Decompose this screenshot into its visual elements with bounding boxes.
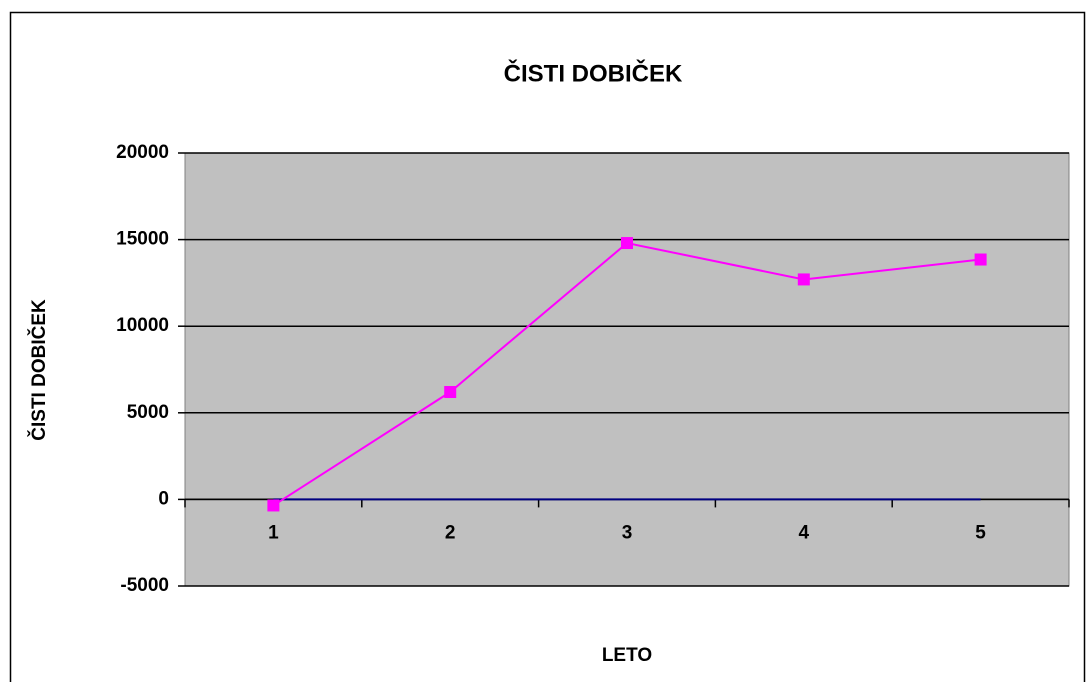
chart-title: ČISTI DOBIČEK <box>504 59 683 87</box>
y-tick-label: 15000 <box>116 229 169 250</box>
y-tick-label: 20000 <box>116 142 169 163</box>
x-tick-label: 1 <box>268 522 279 543</box>
point-marker <box>444 386 457 399</box>
point-marker <box>621 237 633 250</box>
plot-area <box>184 152 1070 587</box>
point-marker <box>797 273 810 286</box>
y-tick-label: 5000 <box>127 402 169 423</box>
y-tick-label: 10000 <box>116 315 169 336</box>
y-tick-label: -5000 <box>120 575 169 596</box>
x-tick-label: 5 <box>975 522 986 543</box>
y-axis-label: ČISTI DOBIČEK <box>28 299 50 441</box>
point-marker <box>974 253 987 266</box>
point-marker <box>267 499 280 512</box>
y-tick-label: 0 <box>158 488 169 509</box>
x-axis-label: LETO <box>602 645 652 666</box>
x-tick-label: 3 <box>622 522 633 543</box>
x-tick-label: 2 <box>445 522 456 543</box>
x-tick-label: 4 <box>799 522 810 543</box>
